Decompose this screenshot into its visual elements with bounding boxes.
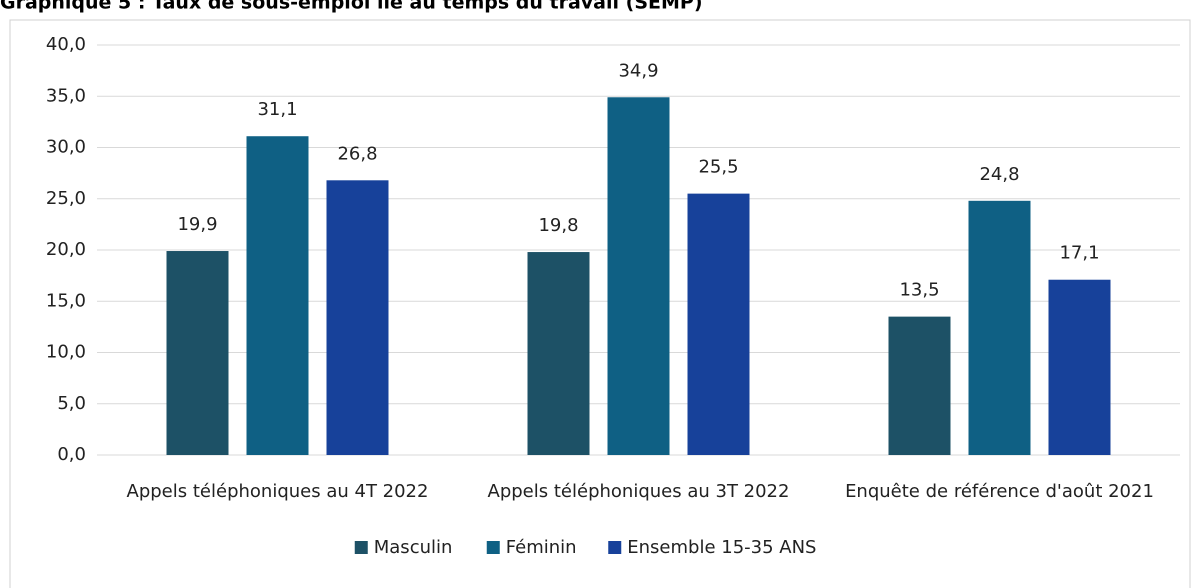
data-label: 17,1: [1059, 243, 1099, 264]
bar: [326, 180, 389, 456]
y-tick-label: 15,0: [46, 290, 86, 311]
bar: [687, 193, 750, 455]
bar: [1048, 279, 1111, 455]
data-label: 13,5: [899, 280, 939, 301]
bar: [246, 136, 309, 455]
data-label: 34,9: [618, 60, 658, 81]
y-tick-label: 35,0: [46, 85, 86, 106]
y-tick-label: 20,0: [46, 239, 86, 260]
y-tick-label: 0,0: [57, 444, 86, 465]
legend-swatch: [354, 541, 368, 554]
legend-swatch: [608, 541, 622, 554]
y-tick-label: 10,0: [46, 342, 86, 363]
legend-label: Ensemble 15-35 ANS: [627, 537, 816, 558]
bar: [527, 252, 590, 455]
data-label: 31,1: [257, 99, 297, 120]
legend-swatch: [486, 541, 500, 554]
bar: [166, 251, 229, 455]
x-tick-label: Enquête de référence d'août 2021: [845, 481, 1154, 502]
legend-label: Féminin: [506, 537, 577, 558]
data-label: 19,9: [177, 214, 217, 235]
bar: [607, 97, 670, 456]
y-tick-label: 40,0: [46, 34, 86, 55]
y-tick-label: 5,0: [57, 393, 86, 414]
x-tick-label: Appels téléphoniques au 3T 2022: [488, 481, 790, 502]
bar: [888, 316, 951, 455]
bar: [968, 200, 1031, 455]
y-tick-label: 30,0: [46, 137, 86, 158]
data-label: 26,8: [337, 143, 377, 164]
data-label: 25,5: [698, 157, 738, 178]
data-label: 24,8: [979, 164, 1019, 185]
chart-title: Graphique 5 : Taux de sous-emploi lié au…: [0, 0, 703, 14]
y-tick-label: 25,0: [46, 188, 86, 209]
x-tick-label: Appels téléphoniques au 4T 2022: [127, 481, 429, 502]
data-label: 19,8: [538, 215, 578, 236]
legend-label: Masculin: [374, 537, 453, 558]
